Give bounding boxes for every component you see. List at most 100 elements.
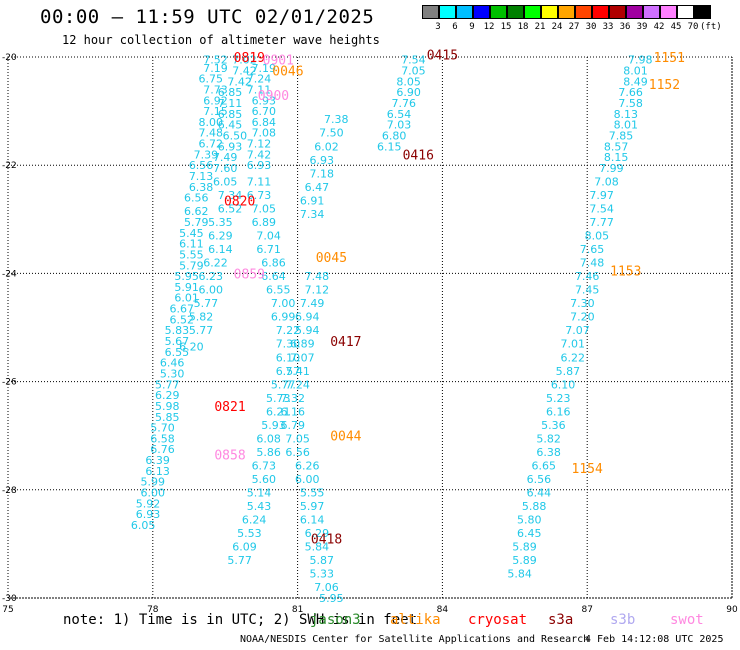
swh-value-label: 6.45 xyxy=(517,527,542,540)
swh-value-label: 7.39 xyxy=(194,148,219,161)
swh-value-label: 8.05 xyxy=(396,75,421,88)
legend-swatch xyxy=(507,5,524,19)
swh-value-label: 7.19 xyxy=(203,62,228,75)
altimeter-track-track-d: 7.487.127.496.945.946.897.077.417.247.32… xyxy=(281,270,344,605)
swh-value-label: 6.09 xyxy=(232,541,257,554)
altimeter-track-track-g: 7.988.018.497.667.588.138.017.858.578.15… xyxy=(507,54,652,581)
swh-value-label: 6.72 xyxy=(198,138,223,151)
swh-value-label: 6.71 xyxy=(256,243,281,256)
swh-value-label: 5.84 xyxy=(507,568,532,581)
swh-value-label: 7.30 xyxy=(570,297,595,310)
mission-legend-swot: swot xyxy=(670,612,704,628)
swh-value-label: 7.50 xyxy=(319,127,344,140)
swh-value-label: 7.24 xyxy=(247,73,272,86)
swh-value-label: 7.02 xyxy=(232,54,257,67)
swh-value-label: 6.54 xyxy=(387,108,412,121)
swh-value-label: 6.21 xyxy=(266,405,291,418)
page-subtitle: 12 hour collection of altimeter wave hei… xyxy=(62,33,380,47)
swh-value-label: 6.52 xyxy=(170,313,195,326)
swh-value-label: 5.98 xyxy=(155,400,180,413)
swh-value-label: 7.45 xyxy=(575,284,600,297)
swh-value-label: 6.58 xyxy=(150,432,175,445)
swh-value-label: 7.01 xyxy=(560,338,585,351)
swh-value-label: 6.00 xyxy=(198,284,223,297)
swh-value-label: 5.43 xyxy=(247,500,272,513)
swh-value-label: 6.08 xyxy=(256,432,281,445)
legend-label: 9 xyxy=(469,22,475,32)
swh-value-label: 5.79 xyxy=(179,259,204,272)
swh-value-label: 7.46 xyxy=(575,270,600,283)
swh-value-label: 7.54 xyxy=(401,54,426,67)
pass-time-label-s3a: 0418 xyxy=(311,532,342,547)
swh-value-label: 5.60 xyxy=(252,473,277,486)
swh-value-label: 5.86 xyxy=(256,446,281,459)
x-tick-label: 84 xyxy=(437,605,449,615)
swh-value-label: 5.94 xyxy=(295,324,320,337)
swh-value-label: 5.35 xyxy=(208,216,233,229)
legend-swatch xyxy=(490,5,507,19)
legend-swatch xyxy=(422,5,439,19)
swh-value-label: 5.55 xyxy=(300,487,325,500)
swh-value-label: 8.05 xyxy=(585,230,610,243)
legend-label: 6 xyxy=(452,22,458,32)
swh-value-label: 5.85 xyxy=(155,411,180,424)
swh-value-label: 6.57 xyxy=(276,365,301,378)
swh-value-label: 6.46 xyxy=(160,357,185,370)
altimeter-track-track-e: 7.387.506.026.937.186.476.917.34 xyxy=(300,113,349,221)
legend-label: 45 xyxy=(670,22,682,32)
swh-value-label: 8.13 xyxy=(614,108,639,121)
swh-value-label: 8.00 xyxy=(198,116,223,129)
legend-label: 36 xyxy=(619,22,631,32)
altimeter-track-track-a: 7.527.196.757.736.927.158.007.486.727.39… xyxy=(131,54,228,532)
swh-value-label: 7.18 xyxy=(309,167,334,180)
swh-value-label: 5.53 xyxy=(237,527,262,540)
altimeter-track-track-c: 7.197.247.116.936.706.847.087.127.426.93… xyxy=(227,62,300,567)
pass-time-label-altika: 0046 xyxy=(272,65,303,80)
swh-value-label: 7.42 xyxy=(247,148,272,161)
y-tick-label: -26 xyxy=(2,378,17,388)
swh-value-label: 6.89 xyxy=(252,216,277,229)
swh-value-label: 7.08 xyxy=(594,175,619,188)
swh-value-label: 8.15 xyxy=(604,151,629,164)
swh-value-label: 7.77 xyxy=(589,216,614,229)
swh-value-label: 6.10 xyxy=(276,351,301,364)
swh-value-label: 6.56 xyxy=(285,446,310,459)
swh-value-label: 5.82 xyxy=(536,432,561,445)
legend-swatch xyxy=(473,5,490,19)
swh-value-label: 6.84 xyxy=(252,116,277,129)
swh-value-label: 7.06 xyxy=(314,581,339,594)
swh-value-label: 7.34 xyxy=(218,189,243,202)
swh-value-label: 6.89 xyxy=(290,338,315,351)
swh-value-label: 6.45 xyxy=(218,119,243,132)
swh-value-label: 7.05 xyxy=(252,202,277,215)
swh-value-label: 6.11 xyxy=(179,238,204,251)
swh-value-label: 6.55 xyxy=(165,346,190,359)
swh-value-label: 6.29 xyxy=(305,527,330,540)
swh-value-label: 6.94 xyxy=(295,311,320,324)
swh-value-label: 7.11 xyxy=(247,175,272,188)
legend-label: 27 xyxy=(568,22,580,32)
swh-value-label: 7.48 xyxy=(305,270,330,283)
swh-value-label: 5.82 xyxy=(189,311,214,324)
swh-value-label: 6.73 xyxy=(252,459,277,472)
swh-value-label: 7.42 xyxy=(232,65,257,78)
swh-value-label: 6.79 xyxy=(281,419,306,432)
legend-label: 42 xyxy=(653,22,665,32)
swh-value-label: 7.48 xyxy=(198,127,223,140)
swh-value-label: 5.30 xyxy=(160,367,185,380)
swh-value-label: 7.98 xyxy=(628,54,653,67)
swh-value-label: 6.65 xyxy=(532,459,557,472)
swh-value-label: 6.22 xyxy=(203,257,228,270)
swh-value-label: 6.55 xyxy=(266,284,291,297)
swh-value-label: 5.89 xyxy=(512,554,537,567)
grid-layer xyxy=(7,56,733,599)
swh-value-label: 5.89 xyxy=(512,541,537,554)
swh-value-label: 6.00 xyxy=(295,473,320,486)
mission-legend-jason3: jason3 xyxy=(310,612,361,628)
legend-swatch xyxy=(439,5,456,19)
swh-value-label: 5.33 xyxy=(309,568,334,581)
swh-value-label: 7.38 xyxy=(324,113,349,126)
swh-value-label: 7.13 xyxy=(189,170,214,183)
swh-value-label: 6.01 xyxy=(174,292,199,305)
